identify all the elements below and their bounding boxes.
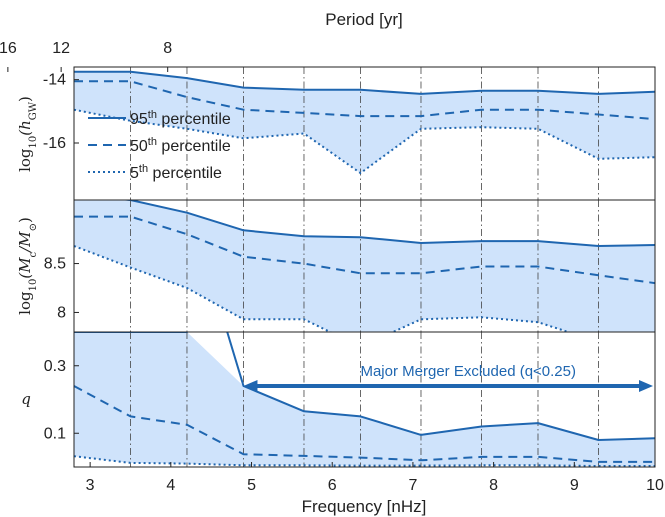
x-tick-label: 7: [408, 477, 417, 494]
annotation-arrow-head-left: [243, 380, 258, 392]
y-ticks-chirp-mass: 8.58: [44, 256, 79, 321]
y-ticks-strain: -14 -16: [43, 72, 79, 152]
x-tick-label: 6: [328, 477, 337, 494]
annotation-text: Major Merger Excluded (q<0.25): [360, 363, 576, 380]
annotation-arrow-head-right: [639, 380, 653, 392]
series-line-dashed: [74, 385, 655, 463]
x-tick-label: 9: [570, 477, 579, 494]
credible-band: [74, 71, 655, 174]
x-tick-label: 4: [166, 477, 175, 494]
panel-chirp-mass: 8.58 log10(Mc/M⊙): [16, 199, 656, 333]
y-axis-label-chirp-mass: log10(Mc/M⊙): [16, 217, 39, 315]
y-tick-label: 8.5: [44, 256, 66, 273]
y-axis-label-mass-ratio: q: [21, 390, 31, 408]
y-tick-label: -16: [43, 135, 66, 152]
x-tick-label: 3: [86, 477, 95, 494]
series-line-solid: [74, 332, 655, 441]
series-line-dotted: [74, 455, 655, 467]
bottom-axis-ticks: 3 4 5 6 7 8 9 10: [86, 462, 664, 494]
legend-label: 95th percentile: [130, 109, 231, 128]
y-ticks-mass-ratio: 0.3 0.1: [44, 358, 79, 442]
top-tick-label: 16: [0, 40, 17, 57]
series-line-dotted: [74, 245, 572, 332]
series-line-dashed: [74, 215, 655, 285]
x-tick-label: 10: [646, 477, 664, 494]
x-tick-label: 8: [489, 477, 498, 494]
series-line-dotted: [74, 108, 655, 175]
y-tick-label: -14: [43, 72, 66, 89]
panel-frame-mass-ratio: [73, 331, 656, 468]
bottom-axis-title: Frequency [nHz]: [302, 497, 427, 516]
series-line-solid: [74, 70, 655, 95]
top-axis-ticks: 2016128: [0, 40, 172, 72]
y-tick-label: 0.1: [44, 425, 66, 442]
y-tick-label: 8: [57, 304, 66, 321]
legend: 95th percentile 50th percentile 5th percen…: [88, 109, 231, 182]
top-tick-label: 12: [52, 40, 70, 57]
legend-label: 5th percentile: [130, 163, 222, 182]
series-line-solid: [118, 200, 655, 247]
legend-label: 50th percentile: [130, 136, 231, 155]
credible-band: [74, 200, 655, 332]
y-axis-label-strain: log10(hGW): [16, 96, 39, 172]
top-tick-label: 8: [163, 40, 172, 57]
credible-band: [74, 332, 655, 466]
panel-mass-ratio: 0.3 0.1 q: [21, 331, 656, 468]
series-line-dashed: [74, 80, 655, 121]
merger-annotation: Major Merger Excluded (q<0.25): [243, 363, 653, 392]
x-tick-label: 5: [247, 477, 256, 494]
panel-strain: -14 -16 log10(hGW): [16, 66, 656, 201]
top-axis-title: Period [yr]: [325, 10, 402, 29]
y-tick-label: 0.3: [44, 358, 66, 375]
